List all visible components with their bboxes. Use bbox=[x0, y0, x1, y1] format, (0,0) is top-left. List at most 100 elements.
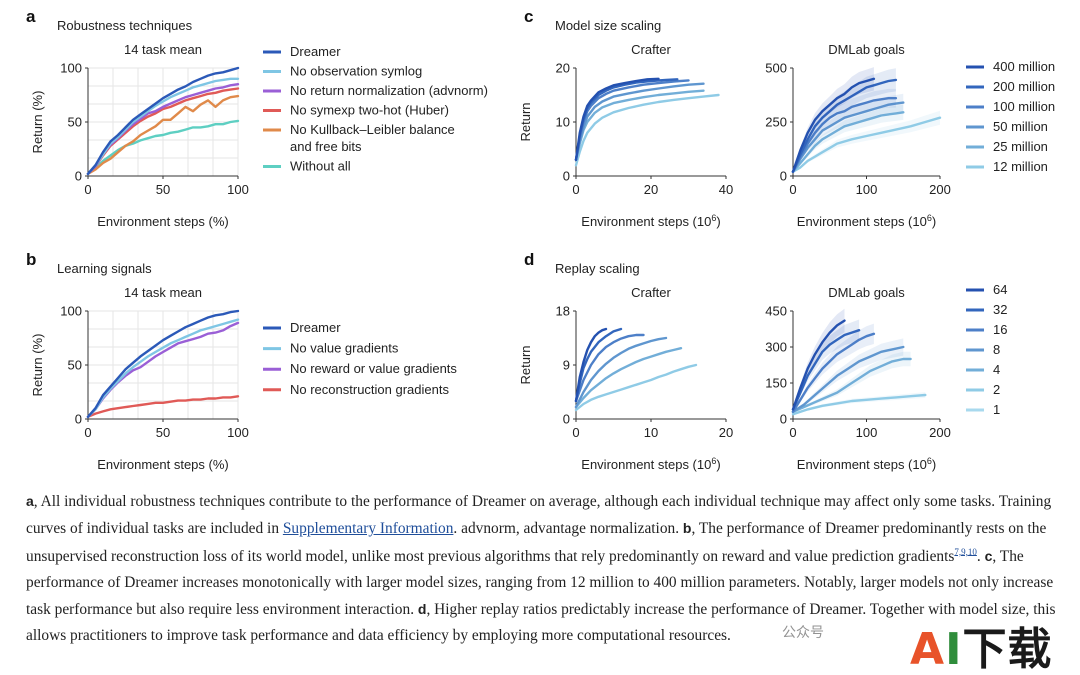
legend-label: 8 bbox=[993, 342, 1000, 357]
d1-series-line bbox=[574, 363, 698, 412]
c2-series-line bbox=[791, 111, 905, 173]
legend-label: 25 million bbox=[993, 139, 1048, 154]
d2-series-band bbox=[793, 338, 904, 413]
a1-series-line bbox=[86, 77, 240, 176]
d1-x-tick-label: 10 bbox=[644, 425, 658, 440]
legend-label: 100 million bbox=[993, 99, 1055, 114]
c2-series-line bbox=[791, 96, 898, 173]
legend-label: 400 million bbox=[993, 59, 1055, 74]
c2-series-band bbox=[793, 104, 904, 173]
d2-series-line bbox=[791, 345, 905, 413]
d2-x-axis-label: Environment steps (106) bbox=[797, 456, 936, 472]
legend-label: No value gradients bbox=[290, 341, 399, 356]
caption-letter-c: c bbox=[984, 547, 993, 564]
c2-x-tick-label: 0 bbox=[789, 182, 796, 197]
c1-y-tick-label: 20 bbox=[556, 61, 570, 76]
panel-title-b: Learning signals bbox=[57, 261, 152, 276]
legend-label: No symexp two-hot (Huber) bbox=[290, 103, 449, 118]
c2-series-line bbox=[791, 78, 898, 173]
d2-series-band bbox=[793, 319, 860, 411]
legend-label: Dreamer bbox=[290, 320, 341, 335]
c1-series-line bbox=[574, 93, 720, 167]
d1-series-line bbox=[574, 347, 683, 409]
legend-label: 200 million bbox=[993, 79, 1055, 94]
c2-subtitle: DMLab goals bbox=[828, 42, 905, 57]
caption-text-a1: , All individual robustness techniques c… bbox=[26, 493, 1052, 538]
legend-label: 50 million bbox=[993, 119, 1048, 134]
watermark-letter-a: A bbox=[910, 624, 946, 675]
d1-series-line bbox=[574, 327, 608, 403]
d2-x-tick-label: 100 bbox=[856, 425, 878, 440]
b1-y-tick-label: 50 bbox=[68, 358, 82, 373]
d2-x-tick-label: 0 bbox=[789, 425, 796, 440]
c2-series-band bbox=[793, 67, 874, 173]
watermark-wechat-text: 公众号 bbox=[782, 625, 824, 641]
d1-series-line bbox=[574, 327, 623, 403]
caption-letter-a: a bbox=[26, 493, 34, 509]
a1-series-line bbox=[86, 66, 240, 176]
c2-series-band bbox=[793, 93, 904, 173]
c1-y-axis-label: Return bbox=[518, 102, 533, 141]
a1-x-tick-label: 100 bbox=[227, 182, 249, 197]
c2-x-tick-label: 100 bbox=[856, 182, 878, 197]
supplementary-information-link[interactable]: Supplementary Information bbox=[282, 520, 454, 538]
d1-x-axis-label: Environment steps (106) bbox=[581, 456, 720, 472]
b1-series-line bbox=[86, 318, 240, 418]
caption-letter-b: b bbox=[682, 520, 692, 537]
caption-text-c: , The performance of Dreamer increases m… bbox=[26, 547, 1054, 619]
c2-series-band bbox=[793, 110, 940, 173]
watermark-chinese: 下载 bbox=[962, 624, 1053, 675]
d1-series-line bbox=[574, 336, 668, 409]
legend-label: Without all bbox=[290, 159, 351, 174]
caption-letter-d: d bbox=[417, 601, 427, 618]
d2-series-line bbox=[791, 329, 861, 411]
watermark-letter-i: I bbox=[945, 624, 963, 675]
b1-x-tick-label: 0 bbox=[84, 425, 91, 440]
legend-label: 1 bbox=[993, 402, 1000, 417]
c2-series-band bbox=[793, 68, 896, 173]
c2-series-line bbox=[791, 101, 905, 173]
c1-x-tick-label: 0 bbox=[572, 182, 579, 197]
d2-series-line bbox=[791, 319, 846, 411]
panel-letter-c: c bbox=[524, 7, 533, 26]
panel-letter-d: d bbox=[524, 250, 534, 269]
b1-y-tick-label: 0 bbox=[75, 412, 82, 427]
c2-y-tick-label: 0 bbox=[780, 169, 787, 184]
c1-series-line bbox=[574, 82, 705, 162]
d2-series-band bbox=[793, 323, 874, 413]
a1-x-axis-label: Environment steps (%) bbox=[97, 214, 229, 229]
a1-y-axis-label: Return (%) bbox=[30, 91, 45, 154]
d2-series-line bbox=[791, 393, 927, 416]
d2-subtitle: DMLab goals bbox=[828, 285, 905, 300]
caption-text-b: , The performance of Dreamer predominant… bbox=[26, 520, 1047, 565]
panel-title-d: Replay scaling bbox=[555, 261, 640, 276]
legend-label: Dreamer bbox=[290, 44, 341, 59]
panel-title-c: Model size scaling bbox=[555, 18, 661, 33]
a1-series-line bbox=[86, 119, 240, 176]
caption-text-a2: . advnorm, advantage normalization. bbox=[453, 520, 683, 538]
d1-y-tick-label: 18 bbox=[556, 304, 570, 319]
c1-x-tick-label: 20 bbox=[644, 182, 658, 197]
panel-title-a: Robustness techniques bbox=[57, 18, 193, 33]
b1-x-tick-label: 50 bbox=[156, 425, 170, 440]
b1-x-axis-label: Environment steps (%) bbox=[97, 457, 229, 472]
watermark-logo: AI下载 bbox=[910, 628, 1052, 672]
a1-y-tick-label: 0 bbox=[75, 169, 82, 184]
reference-link[interactable]: 7,9,10 bbox=[954, 546, 977, 557]
c1-x-tick-label: 40 bbox=[719, 182, 733, 197]
b1-y-tick-label: 100 bbox=[60, 304, 82, 319]
c2-x-tick-label: 200 bbox=[929, 182, 951, 197]
legend-label: No reward or value gradients bbox=[290, 361, 457, 376]
legend-label: No return normalization (advnorm) bbox=[290, 83, 488, 98]
legend-label: No reconstruction gradients bbox=[290, 382, 449, 397]
legend-label: 32 bbox=[993, 302, 1007, 317]
a1-y-tick-label: 100 bbox=[60, 61, 82, 76]
d1-x-tick-label: 20 bbox=[719, 425, 733, 440]
c1-series-line bbox=[574, 77, 660, 162]
b1-series-line bbox=[86, 395, 240, 418]
d2-series-line bbox=[791, 357, 912, 413]
c1-y-tick-label: 10 bbox=[556, 115, 570, 130]
d2-y-tick-label: 450 bbox=[765, 304, 787, 319]
a1-y-tick-label: 50 bbox=[68, 115, 82, 130]
